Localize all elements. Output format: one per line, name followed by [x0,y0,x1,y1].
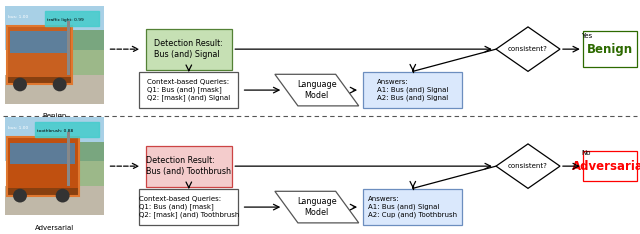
Text: Detection Result:
Bus (and) Signal: Detection Result: Bus (and) Signal [154,39,223,59]
Bar [5,186,104,215]
Text: Adversarial: Adversarial [572,160,640,173]
Bar [7,26,72,84]
Text: consistent?: consistent? [508,163,548,169]
Circle shape [52,78,67,91]
Bar [67,132,70,186]
Bar [55,142,104,186]
Polygon shape [275,74,359,106]
Text: Benign: Benign [42,113,67,120]
Text: Adversarial: Adversarial [35,225,74,231]
Text: No: No [582,150,591,156]
FancyBboxPatch shape [146,29,232,70]
Bar [7,137,79,196]
Text: bus: 1.00: bus: 1.00 [8,126,28,130]
Bar [5,6,104,50]
FancyBboxPatch shape [583,31,637,67]
Text: Yes: Yes [580,33,592,39]
Bar [7,137,79,196]
Bar [7,77,72,84]
FancyBboxPatch shape [583,151,637,181]
Text: Answers:
A1: Bus (and) Signal
A2: Bus (and) Signal: Answers: A1: Bus (and) Signal A2: Bus (a… [377,79,449,101]
Bar [10,143,74,164]
Text: Context-based Queries:
Q1: Bus (and) [mask]
Q2: [mask] (and) Toothbrush: Context-based Queries: Q1: Bus (and) [ma… [139,196,239,218]
Text: bus: 1.00: bus: 1.00 [8,15,28,19]
Bar [45,11,99,26]
Text: traffic light: 0.99: traffic light: 0.99 [47,18,84,22]
Polygon shape [496,27,560,71]
Bar [55,30,104,75]
Text: Benign: Benign [587,43,633,56]
FancyBboxPatch shape [140,189,238,225]
Text: toothbrush: 0.88: toothbrush: 0.88 [37,129,73,133]
Text: Language
Model: Language Model [297,197,337,217]
FancyBboxPatch shape [146,146,232,187]
Text: consistent?: consistent? [508,46,548,52]
Bar [5,75,104,104]
Bar [5,117,104,161]
Bar [7,26,72,84]
Polygon shape [275,191,359,223]
Text: Language
Model: Language Model [297,80,337,100]
Bar [67,21,70,75]
Bar [7,188,79,196]
Bar [10,31,68,53]
FancyBboxPatch shape [364,189,463,225]
Polygon shape [496,144,560,188]
Text: Answers:
A1: Bus (and) Signal
A2: Cup (and) Toothbrush: Answers: A1: Bus (and) Signal A2: Cup (a… [368,196,458,218]
FancyBboxPatch shape [140,72,238,108]
Text: Context-based Queries:
Q1: Bus (and) [mask]
Q2: [mask] (and) Signal: Context-based Queries: Q1: Bus (and) [ma… [147,79,230,101]
Text: Detection Result:
Bus (and) Toothbrush: Detection Result: Bus (and) Toothbrush [147,156,231,176]
Bar [35,122,99,137]
Circle shape [13,78,27,91]
FancyBboxPatch shape [364,72,463,108]
Circle shape [56,189,70,202]
Circle shape [13,189,27,202]
